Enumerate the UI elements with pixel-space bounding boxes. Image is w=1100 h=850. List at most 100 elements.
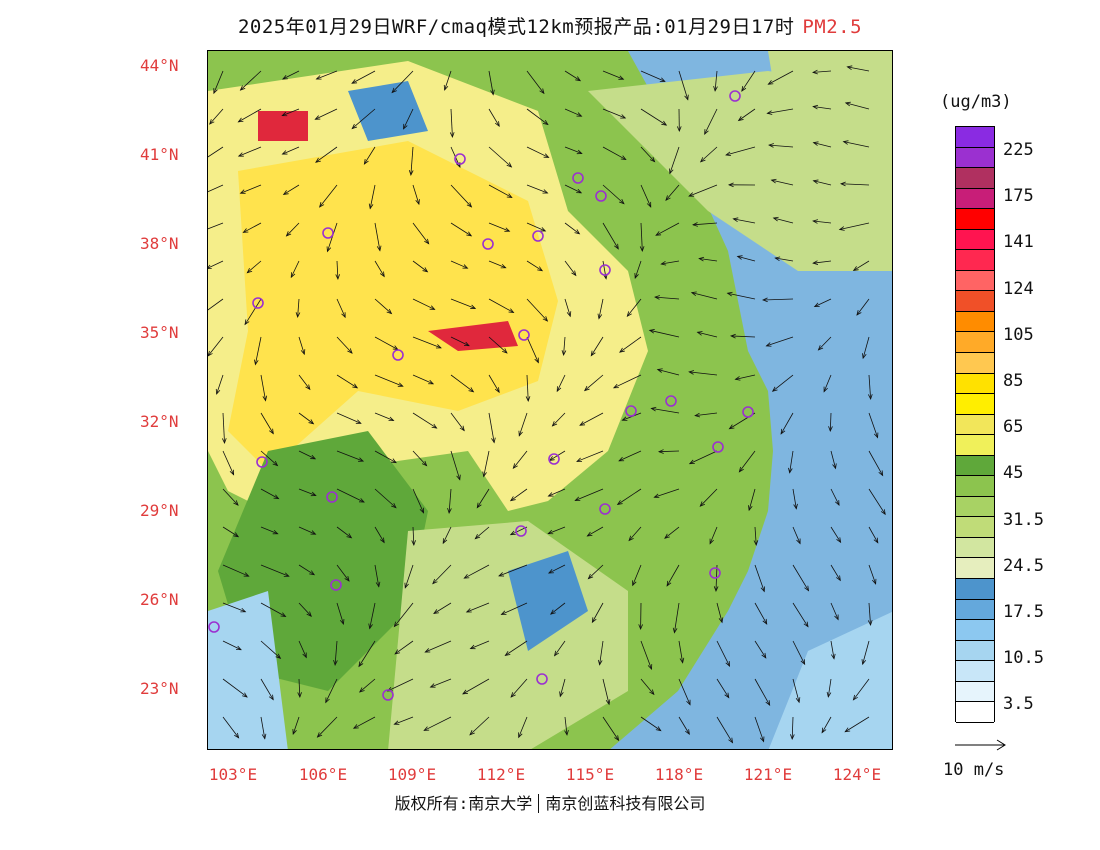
wind-vector-head (665, 195, 671, 201)
lat-label: 44°N (140, 56, 179, 75)
wind-vector-head (698, 256, 705, 262)
wind-vector (442, 526, 452, 544)
wind-vector (488, 70, 494, 95)
wind-vector-head (796, 538, 801, 545)
wind-vector (674, 602, 680, 633)
wind-vector-head (561, 350, 567, 356)
wind-vector-head (391, 502, 397, 509)
wind-vector-head (551, 421, 558, 427)
wind-vector (260, 678, 274, 700)
wind-vector (657, 369, 680, 376)
wind-vector (336, 488, 365, 503)
wind-vector (247, 260, 262, 274)
legend-swatch (956, 373, 994, 395)
wind-vector (423, 716, 452, 731)
wind-vector-head (732, 217, 739, 222)
wind-vector-head (432, 578, 438, 585)
wind-vector-head (281, 150, 288, 155)
wind-vector (488, 412, 495, 443)
wind-vector-head (543, 153, 550, 158)
wind-vector-head (285, 231, 292, 237)
wind-vector-head (506, 193, 513, 199)
lat-label: 41°N (140, 145, 179, 164)
wind-vector (297, 298, 300, 317)
wind-vector-head (542, 189, 549, 194)
wind-vector-head (835, 500, 840, 507)
wind-vector (654, 488, 680, 498)
lat-label: 23°N (140, 679, 179, 698)
wind-vector (351, 70, 376, 84)
wind-vector (813, 106, 832, 110)
wind-vector-head (771, 386, 778, 392)
wind-vector-head (281, 74, 288, 80)
wind-vector (298, 336, 305, 355)
wind-vector-head (242, 228, 249, 233)
legend-swatch (956, 394, 994, 415)
wind-vector (564, 70, 581, 81)
wind-vector-head (699, 501, 706, 507)
wind-vector (510, 488, 528, 501)
wind-vector-head (741, 86, 747, 92)
wind-vector (695, 412, 718, 417)
lat-label: 38°N (140, 234, 179, 253)
wind-vector-head (638, 624, 643, 631)
wind-vector (475, 526, 490, 539)
wind-vector-head (571, 270, 577, 277)
wind-vector-head (684, 94, 689, 101)
wind-vector-head (626, 311, 632, 318)
wind-vector-head (442, 538, 448, 545)
wind-vector (298, 412, 314, 425)
wind-vector-head (679, 657, 685, 664)
legend-swatch (956, 229, 994, 251)
wind-vector-head (429, 305, 436, 310)
wind-vector (292, 716, 300, 735)
wind-vector (792, 678, 800, 703)
wind-vector-head (664, 533, 670, 539)
wind-vector (317, 716, 338, 738)
wind-vector (564, 146, 582, 154)
wind-vector (298, 640, 307, 658)
wind-vector (444, 70, 452, 91)
wind-vector-head (244, 319, 250, 326)
wind-vector-head (539, 88, 545, 95)
legend-swatch (956, 127, 994, 148)
wind-vector (260, 716, 266, 739)
wind-vector (450, 260, 468, 269)
wind-vector (792, 488, 797, 509)
wind-vector (238, 108, 262, 123)
wind-vector (319, 184, 338, 208)
wind-vector (731, 335, 756, 338)
wind-vector-head (736, 255, 743, 260)
wind-vector-head (862, 353, 867, 360)
wind-vector (483, 450, 490, 477)
wind-vector (766, 336, 794, 347)
wind-vector (813, 220, 832, 224)
wind-vector (678, 70, 689, 100)
wind-vector-head (465, 608, 472, 613)
city-marker (482, 238, 494, 250)
wind-vector (853, 260, 870, 271)
wind-vector (602, 146, 626, 160)
wind-vector (602, 108, 626, 119)
wind-vector (526, 374, 529, 401)
wind-vector (488, 298, 514, 313)
legend-swatch (956, 147, 994, 169)
wind-vector-head (547, 529, 554, 535)
wind-vector-head (341, 312, 346, 319)
legend-swatch (956, 681, 994, 703)
wind-vector-head (504, 227, 511, 232)
wind-vector (618, 450, 642, 462)
wind-vector-head (310, 454, 317, 460)
wind-vector (260, 374, 266, 401)
wind-vector (391, 70, 414, 93)
wind-vector (488, 336, 508, 354)
wind-vector-head (774, 256, 781, 262)
wind-vector-head (310, 491, 317, 497)
legend-swatch (956, 414, 994, 436)
wind-vector-head (770, 178, 777, 184)
wind-vector (222, 716, 239, 739)
wind-vector (298, 374, 311, 390)
wind-vector-head (583, 385, 590, 392)
wind-vector (709, 526, 718, 544)
wind-vector (216, 374, 224, 395)
